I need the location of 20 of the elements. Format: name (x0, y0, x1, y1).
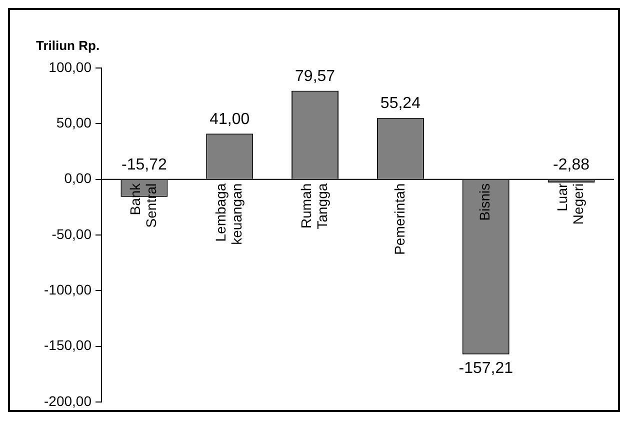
y-tick-label: 100,00 (48, 58, 92, 75)
data-label: 41,00 (210, 111, 250, 128)
y-tick-label: -200,00 (44, 392, 92, 409)
y-tick-label: 50,00 (56, 114, 92, 131)
data-label: -2,88 (553, 156, 590, 174)
y-tick-label: -50,00 (52, 226, 92, 242)
x-tick-label: Lembaga keuangan (212, 183, 244, 245)
data-label: 55,24 (380, 95, 421, 112)
y-tick-label: -100,00 (44, 282, 92, 298)
data-label: -157,21 (458, 360, 514, 377)
x-tick-label: Bisnis (476, 183, 493, 221)
x-tick-label: Pemerintah (391, 183, 408, 255)
data-label: 79,57 (295, 68, 336, 86)
x-tick-label: Rumah Tangga (298, 183, 330, 230)
y-tick-label: 0,00 (64, 170, 92, 186)
data-label: -15,72 (122, 156, 167, 174)
x-tick-label: Bank Sentral (127, 182, 160, 228)
x-tick-label: Luar Negeri (554, 183, 586, 225)
y-tick-label: -150,00 (44, 337, 92, 354)
chart-title: Triliun Rp. (36, 38, 100, 53)
